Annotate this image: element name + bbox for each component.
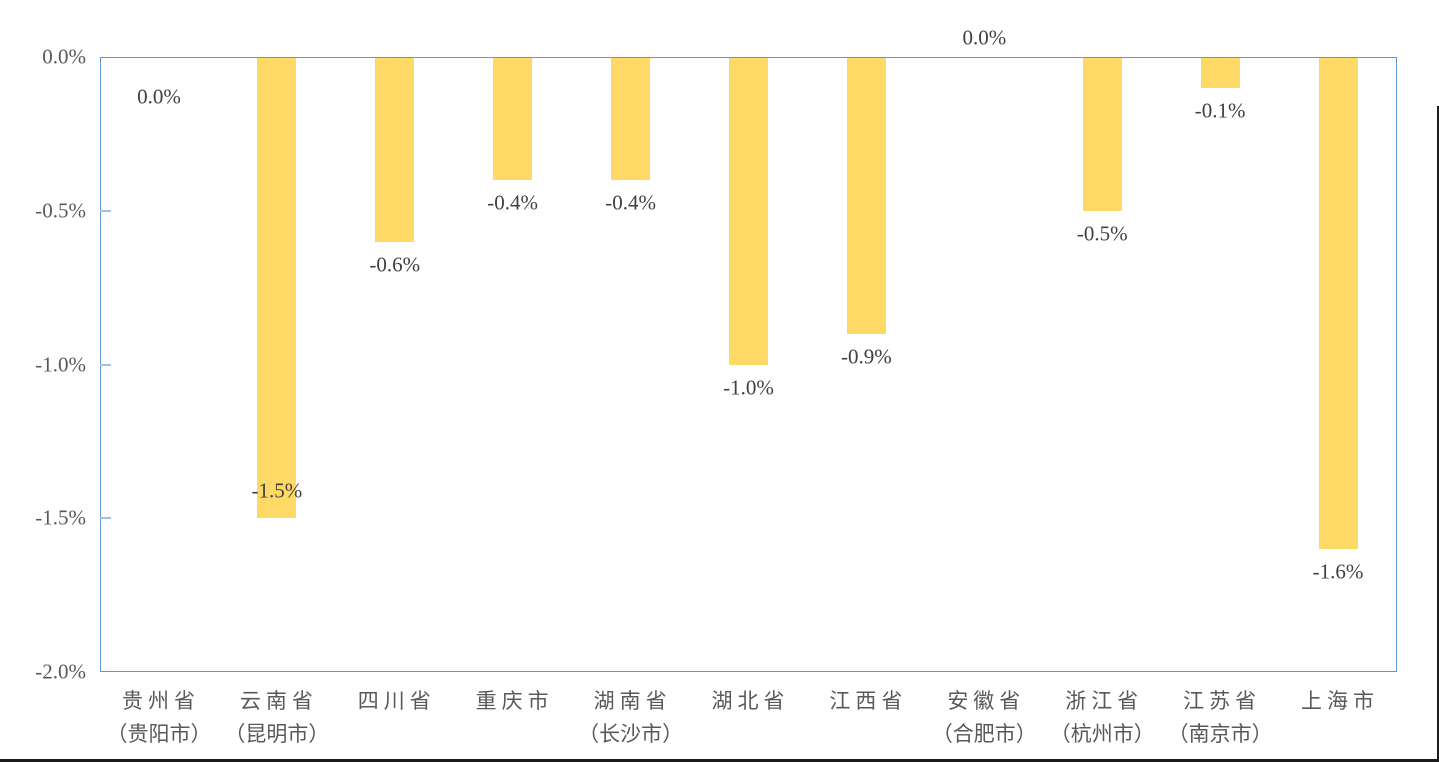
x-category-label: 湖北省	[711, 689, 790, 713]
x-category-city-label: （贵阳市）	[106, 722, 212, 746]
y-tick-label: -1.5%	[35, 505, 86, 530]
x-category-city-label: （南京市）	[1167, 722, 1273, 746]
x-category-label: 浙江省	[1065, 689, 1144, 713]
bar-value-label: -0.1%	[1194, 98, 1246, 123]
y-tick-mark	[100, 209, 111, 212]
bar	[729, 58, 768, 365]
bar	[1318, 58, 1358, 549]
figure-right-edge	[1437, 106, 1439, 762]
bar-value-label: -1.5%	[251, 478, 303, 503]
x-category-label: 湖南省	[593, 689, 672, 713]
y-tick-mark	[100, 363, 111, 366]
figure-bottom-edge	[0, 759, 1439, 762]
x-category-label: 上海市	[1301, 689, 1380, 713]
x-category-city-label: （长沙市）	[578, 722, 684, 746]
bar	[846, 58, 886, 334]
y-tick-label: -2.0%	[35, 659, 86, 684]
bar	[611, 58, 651, 180]
bar-value-label: -0.4%	[605, 190, 656, 215]
x-category-label: 安徽省	[947, 689, 1026, 713]
x-category-city-label: （杭州市）	[1049, 722, 1155, 746]
x-category-city-label: （合肥市）	[931, 722, 1037, 746]
bar-value-label: -0.9%	[841, 344, 892, 369]
x-category-label: 四川省	[357, 689, 436, 713]
bar-value-label: -1.0%	[723, 375, 774, 399]
x-category-label: 江苏省	[1183, 689, 1262, 713]
bar	[375, 58, 415, 242]
bar	[257, 58, 297, 519]
bar-value-label: -1.6%	[1312, 559, 1364, 584]
x-category-label: 江西省	[829, 689, 908, 713]
x-category-city-label: （昆明市）	[224, 722, 330, 746]
bar-value-label: -0.6%	[369, 252, 421, 276]
x-category-label: 贵州省	[121, 689, 200, 713]
bar-value-label: -0.5%	[1076, 221, 1128, 246]
bar-value-label: 0.0%	[962, 25, 1007, 50]
x-category-label: 重庆市	[475, 689, 554, 713]
y-tick-label: -1.0%	[35, 352, 86, 376]
bar	[1082, 58, 1122, 211]
x-category-label: 云南省	[239, 689, 318, 713]
y-tick-label: -0.5%	[35, 198, 86, 223]
y-tick-label: 0.0%	[42, 44, 86, 69]
bar	[493, 58, 533, 180]
bar	[1200, 58, 1240, 88]
y-tick-mark	[100, 517, 111, 520]
bar-value-label: -0.4%	[487, 190, 539, 215]
bar-value-label: 0.0%	[137, 84, 181, 109]
